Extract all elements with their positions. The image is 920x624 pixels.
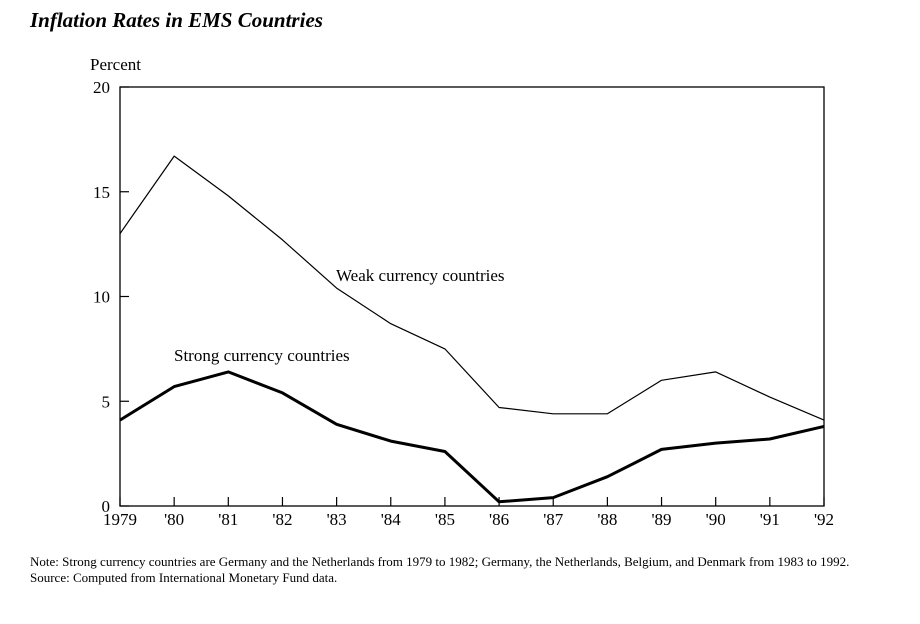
x-tick-label: 1979 [103, 510, 137, 529]
note-text: Note: Strong currency countries are Germ… [30, 554, 850, 569]
x-tick-label: '90 [706, 510, 726, 529]
x-tick-label: '88 [597, 510, 617, 529]
series-line-1 [119, 370, 825, 504]
series-line-0 [119, 155, 825, 421]
y-tick-label: 0 [102, 497, 111, 516]
x-tick-label: '80 [164, 510, 184, 529]
series-label-1: Strong currency countries [174, 346, 350, 365]
x-tick-label: '87 [543, 510, 564, 529]
chart-notes: Note: Strong currency countries are Germ… [30, 554, 880, 586]
series-label-0: Weak currency countries [336, 266, 505, 285]
y-tick-label: 5 [102, 392, 111, 411]
source-text: Source: Computed from International Mone… [30, 570, 338, 585]
y-tick-label: 15 [93, 183, 110, 202]
x-tick-label: '86 [489, 510, 509, 529]
y-axis-label: Percent [90, 55, 141, 74]
x-tick-label: '83 [327, 510, 347, 529]
x-tick-label: '91 [760, 510, 780, 529]
x-tick-label: '89 [651, 510, 671, 529]
y-tick-label: 20 [93, 78, 110, 97]
chart-area: Percent 0 5 10 15 20 1979 '80 '81 '82 '83 '84 '85 '86… [90, 55, 834, 529]
x-tick-label: '81 [218, 510, 238, 529]
y-tick-label: 10 [93, 288, 110, 307]
x-tick-label: '85 [435, 510, 455, 529]
x-tick-label: '82 [272, 510, 292, 529]
chart-title: Inflation Rates in EMS Countries [30, 8, 323, 32]
x-tick-label: '92 [814, 510, 834, 529]
x-tick-label: '84 [381, 510, 402, 529]
